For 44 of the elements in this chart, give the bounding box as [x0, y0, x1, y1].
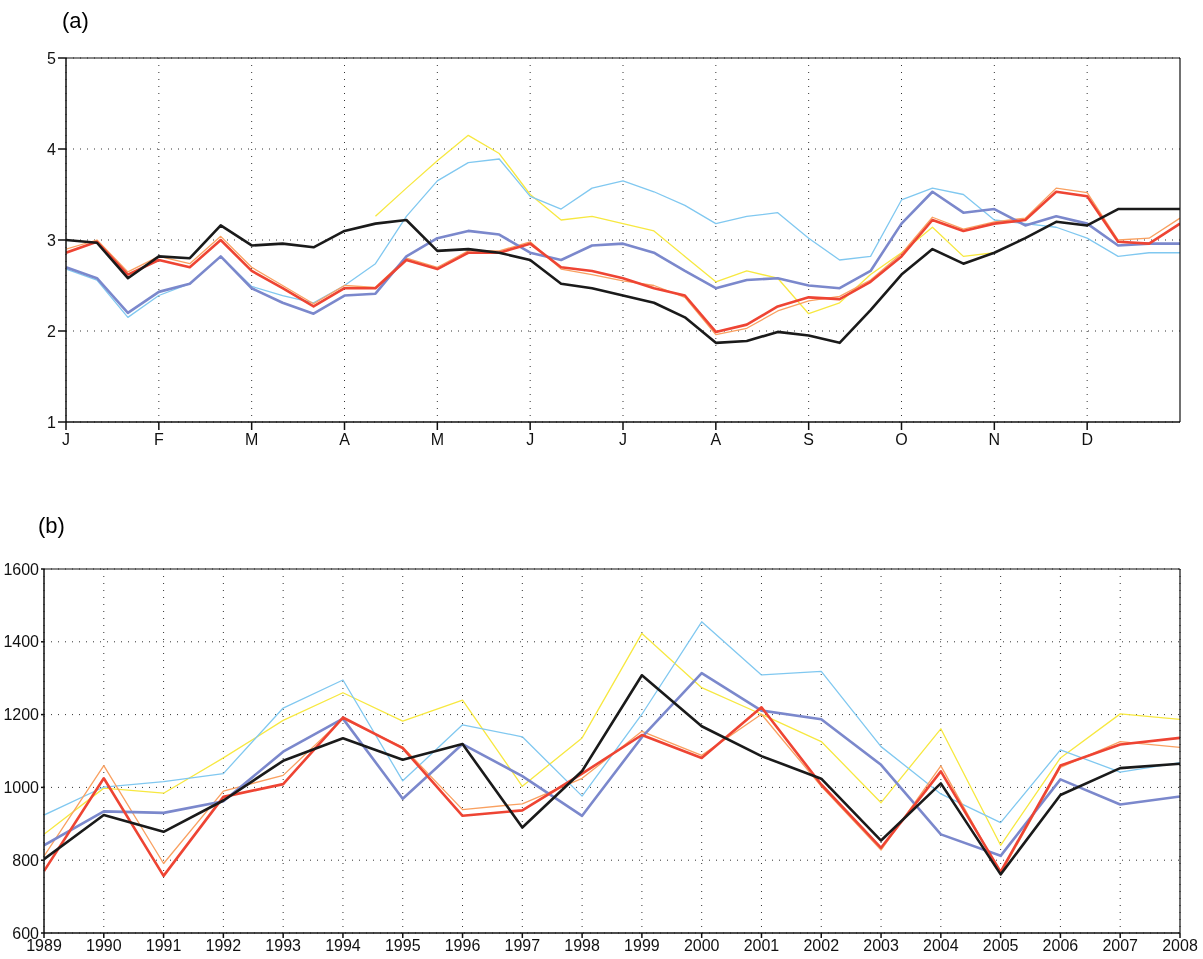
x-tick-label: 2005 — [982, 937, 1019, 955]
x-tick-label: 1992 — [205, 937, 242, 955]
x-tick-label: F — [153, 431, 164, 449]
x-tick-label: 1991 — [145, 937, 182, 955]
x-tick-label: 2003 — [863, 937, 899, 955]
x-tick-label: 1990 — [85, 937, 122, 955]
line-series — [66, 158, 1180, 318]
x-tick-label: D — [1081, 431, 1093, 449]
y-tick-label: 1600 — [3, 560, 40, 578]
y-tick-label: 2 — [47, 322, 57, 340]
chart-title: (b) — [38, 513, 65, 539]
x-tick-label: 1995 — [384, 937, 421, 955]
y-tick-label: 1000 — [3, 779, 40, 797]
x-tick-label: 2001 — [743, 937, 780, 955]
x-tick-label: 2008 — [1162, 937, 1198, 955]
y-tick-label: 800 — [12, 851, 40, 869]
y-tick-label: 1200 — [3, 706, 40, 724]
y-tick-label: 5 — [47, 49, 57, 67]
x-tick-label: N — [988, 431, 1001, 449]
x-tick-label: A — [339, 431, 351, 449]
x-tick-label: J — [526, 431, 535, 449]
chart-title: (a) — [62, 8, 89, 34]
x-tick-label: 1997 — [504, 937, 541, 955]
x-tick-label: O — [895, 431, 908, 449]
x-tick-label: 2002 — [803, 937, 840, 955]
x-tick-label: M — [245, 431, 259, 449]
x-tick-label: 2007 — [1102, 937, 1139, 955]
x-tick-label: 1996 — [444, 937, 481, 955]
x-tick-label: 2004 — [923, 937, 959, 955]
x-tick-label: 1998 — [564, 937, 600, 955]
x-tick-label: M — [430, 431, 444, 449]
x-tick-label: J — [619, 431, 627, 449]
y-tick-label: 1 — [47, 413, 57, 431]
x-tick-label: S — [803, 431, 814, 449]
x-tick-label: 1994 — [325, 937, 361, 955]
x-tick-label: 2000 — [683, 937, 720, 955]
x-tick-label: 2006 — [1042, 937, 1079, 955]
y-tick-label: 1400 — [3, 633, 40, 651]
x-tick-label: J — [62, 431, 70, 449]
y-tick-label: 3 — [47, 231, 57, 249]
y-tick-label: 4 — [47, 140, 57, 158]
x-tick-label: 1999 — [624, 937, 660, 955]
x-tick-label: A — [710, 431, 722, 449]
x-tick-label: 1993 — [265, 937, 302, 955]
